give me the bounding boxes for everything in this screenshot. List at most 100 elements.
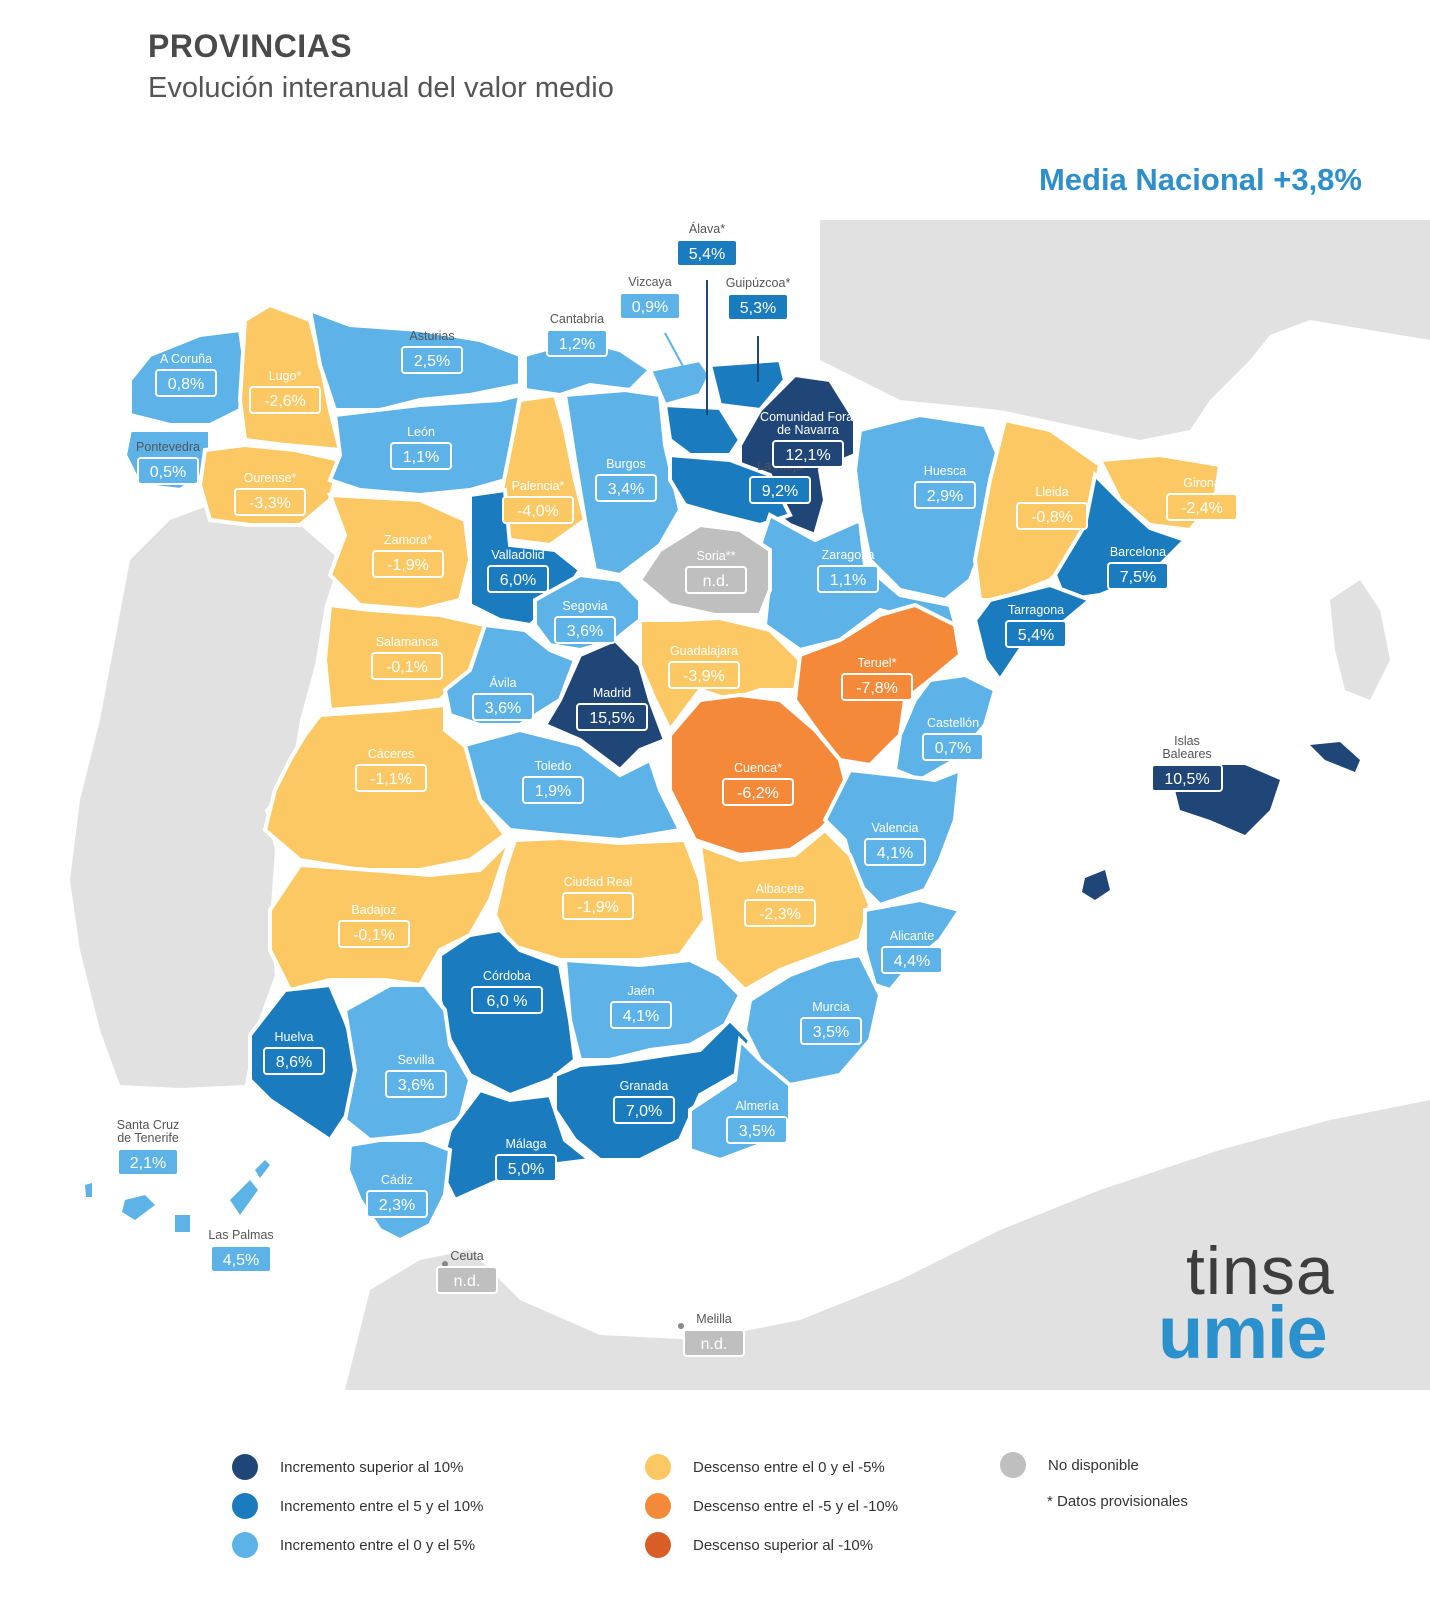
province-label-burgos: Burgos 3,4%: [595, 457, 657, 502]
province-value: 1,1%: [830, 572, 866, 589]
legend-label: Descenso superior al -10%: [693, 1536, 874, 1554]
province-value: 9,2%: [762, 483, 798, 500]
province-label-melilla: Melilla n.d.: [683, 1312, 745, 1357]
province-value: 0,8%: [168, 376, 204, 393]
province-value: 2,1%: [130, 1155, 166, 1172]
legend-item-na: No disponible: [1000, 1452, 1139, 1478]
legend-swatch-orange: [645, 1493, 671, 1519]
province-label-avila: Ávila 3,6%: [472, 675, 534, 721]
province-value: -3,3%: [249, 495, 291, 512]
province-value: -1,9%: [577, 899, 619, 916]
province-value: 0,5%: [150, 464, 186, 481]
value-box: [722, 778, 794, 806]
legend-item-0to5: Incremento entre el 0 y el 5%: [232, 1532, 475, 1558]
province-name: Alicante: [890, 929, 935, 943]
legend-label: Incremento superior al 10%: [280, 1458, 464, 1476]
province-name: Huesca: [924, 464, 966, 478]
province-label-sevilla: Sevilla 3,6%: [385, 1053, 447, 1098]
legend-swatch-grey: [1000, 1452, 1026, 1478]
province-value: 2,3%: [379, 1197, 415, 1214]
province-name: Toledo: [535, 759, 572, 773]
island-menorca: [1310, 742, 1360, 772]
value-box: [522, 776, 584, 804]
value-box: [263, 1047, 325, 1075]
legend-item-0to-5: Descenso entre el 0 y el -5%: [645, 1454, 885, 1480]
province-name: Huelva: [275, 1030, 314, 1044]
value-box: [472, 693, 534, 721]
land-africa: [345, 1100, 1430, 1390]
value-box: [772, 440, 844, 468]
land-portugal: [70, 505, 340, 1088]
province-label-valladolid: Valladolid 6,0%: [487, 548, 549, 593]
value-box: [495, 1154, 557, 1182]
page-subtitle: Evolución interanual del valor medio: [148, 72, 614, 104]
province-alava: [662, 402, 743, 457]
province-label-huesca: Huesca 2,9%: [914, 464, 976, 509]
province-label-comunidad-foral-de-navarra: Comunidad Foral de Navarra 12,1%: [760, 410, 856, 468]
city-dots: [442, 1261, 684, 1329]
province-value: 15,5%: [589, 710, 634, 727]
province-label-islas-baleares: Islas Baleares 10,5%: [1151, 734, 1223, 792]
province-name: Tarragona: [1008, 603, 1064, 617]
value-box: [749, 476, 811, 504]
legend-item-5to10: Incremento entre el 5 y el 10%: [232, 1493, 483, 1519]
province-value: -3,9%: [683, 668, 725, 685]
province-value: -0,1%: [386, 659, 428, 676]
value-box: [685, 566, 747, 594]
province-label-vizcaya: Vizcaya 0,9%: [619, 275, 681, 320]
province-value: 6,0%: [500, 572, 536, 589]
province-label-ceuta: Ceuta n.d.: [436, 1249, 498, 1294]
province-label-toledo: Toledo 1,9%: [522, 759, 584, 804]
province-value: -1,1%: [370, 771, 412, 788]
value-box: [881, 946, 943, 974]
legend-note: * Datos provisionales: [1047, 1493, 1188, 1510]
province-name: Valencia: [871, 821, 918, 835]
province-name: Cáceres: [368, 747, 415, 761]
province-name: Castellón: [927, 716, 979, 730]
province-name: Valladolid: [491, 548, 544, 562]
province-label-lleida: Lleida -0,8%: [1016, 485, 1088, 530]
value-box: [155, 369, 217, 397]
value-box: [471, 986, 543, 1014]
value-box: [1166, 493, 1238, 521]
province-name: Palencia*: [512, 479, 565, 493]
land-corsica-sardinia: [1330, 580, 1390, 700]
province-alicante: [863, 897, 964, 993]
province-value: 10,5%: [1164, 771, 1209, 788]
province-name: Sevilla: [398, 1053, 435, 1067]
province-name: Cuenca*: [734, 761, 782, 775]
province-label-santa-cruz-de-tenerife: Santa Cruz de Tenerife 2,1%: [117, 1118, 179, 1176]
value-box: [546, 329, 608, 357]
province-label-cuenca: Cuenca* -6,2%: [722, 761, 794, 806]
value-box: [355, 764, 427, 792]
province-value: 6,0 %: [487, 993, 528, 1010]
province-name: León: [407, 425, 435, 439]
province-label-huelva: Huelva 8,6%: [263, 1030, 325, 1075]
island-lanzarote: [255, 1160, 270, 1178]
province-labels: Álava* 5,4% Vizcaya 0,9% Guipúzcoa* 5,3% Canta…: [117, 221, 1238, 1357]
province-value: 0,9%: [632, 299, 668, 316]
province-value: 7,0%: [626, 1103, 662, 1120]
province-name: Badajoz: [351, 903, 396, 917]
legend-note-text: * Datos provisionales: [1047, 1493, 1188, 1510]
province-name: Málaga: [506, 1137, 547, 1151]
province-name: Albacete: [756, 882, 805, 896]
label-connectors: [664, 280, 759, 415]
province-value: -1,9%: [387, 557, 429, 574]
value-box: [727, 293, 789, 321]
province-label-madrid: Madrid 15,5%: [576, 686, 648, 731]
province-value: 3,6%: [485, 700, 521, 717]
value-box: [372, 550, 444, 578]
province-label-guipuzcoa: Guipúzcoa* 5,3%: [726, 276, 790, 321]
province-label-a-coruna: A Coruña 0,8%: [155, 352, 217, 397]
value-box: [487, 565, 549, 593]
dot-melilla: [678, 1323, 684, 1329]
value-box: [390, 442, 452, 470]
land-france: [820, 220, 1430, 440]
value-box: [502, 496, 574, 524]
legend-label: Descenso entre el -5 y el -10%: [693, 1497, 899, 1515]
legend-swatch-yellow: [645, 1454, 671, 1480]
connector-vizcaya: [664, 332, 686, 371]
province-name: Segovia: [562, 599, 607, 613]
value-box: [800, 1017, 862, 1045]
